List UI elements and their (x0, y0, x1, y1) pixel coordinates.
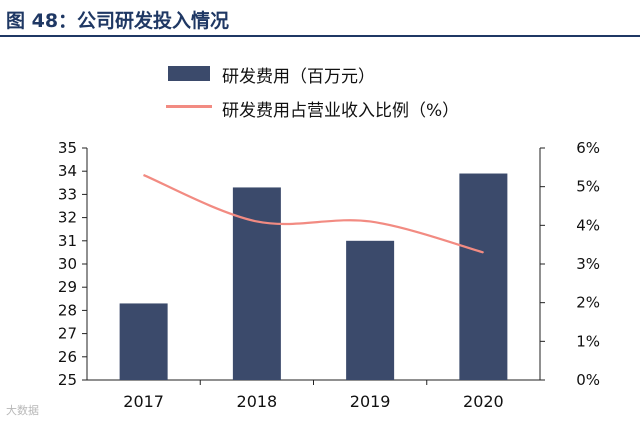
y-left-tick-label: 26 (58, 348, 77, 366)
ratio-point (143, 174, 145, 176)
y-left-tick-label: 33 (58, 185, 77, 203)
legend-label-line: 研发费用占营业收入比例（%） (222, 101, 460, 121)
x-tick-label: 2017 (123, 392, 164, 411)
x-tick-label: 2020 (463, 392, 504, 411)
figure-title: 图 48：公司研发投入情况 (6, 10, 230, 32)
ratio-point (482, 251, 484, 253)
y-left-tick-label: 32 (58, 209, 77, 227)
legend-swatch-line (166, 105, 212, 108)
legend-swatch-bar (168, 66, 210, 81)
y-right-tick-label: 1% (576, 332, 600, 350)
y-right-tick-label: 6% (576, 139, 600, 157)
title-rule (0, 35, 640, 37)
bar (459, 173, 508, 380)
ratio-point (369, 220, 371, 222)
y-right-tick-label: 4% (576, 216, 600, 234)
y-left-tick-label: 35 (58, 139, 77, 157)
ratio-line (143, 174, 484, 254)
y-left-tick-label: 25 (58, 371, 77, 389)
y-left-tick-label: 27 (58, 325, 77, 343)
bar (232, 187, 281, 380)
y-left-tick-label: 30 (58, 255, 77, 273)
y-left-tick-label: 34 (58, 162, 77, 180)
y-left-tick-label: 28 (58, 301, 77, 319)
watermark: 大数据 (6, 404, 39, 417)
x-tick-label: 2018 (237, 392, 278, 411)
y-left-tick-label: 31 (58, 232, 77, 250)
ratio-point (256, 220, 258, 222)
legend-label-bar: 研发费用（百万元） (222, 67, 375, 87)
bar (119, 303, 168, 380)
chart-header: 图 48：公司研发投入情况 (0, 0, 640, 37)
y-right-tick-label: 5% (576, 178, 600, 196)
y-right-tick-label: 2% (576, 294, 600, 312)
x-tick-label: 2019 (350, 392, 391, 411)
y-right-tick-label: 3% (576, 255, 600, 273)
y-right-tick-label: 0% (576, 371, 600, 389)
y-left-tick-label: 29 (58, 278, 77, 296)
bar (346, 240, 395, 380)
